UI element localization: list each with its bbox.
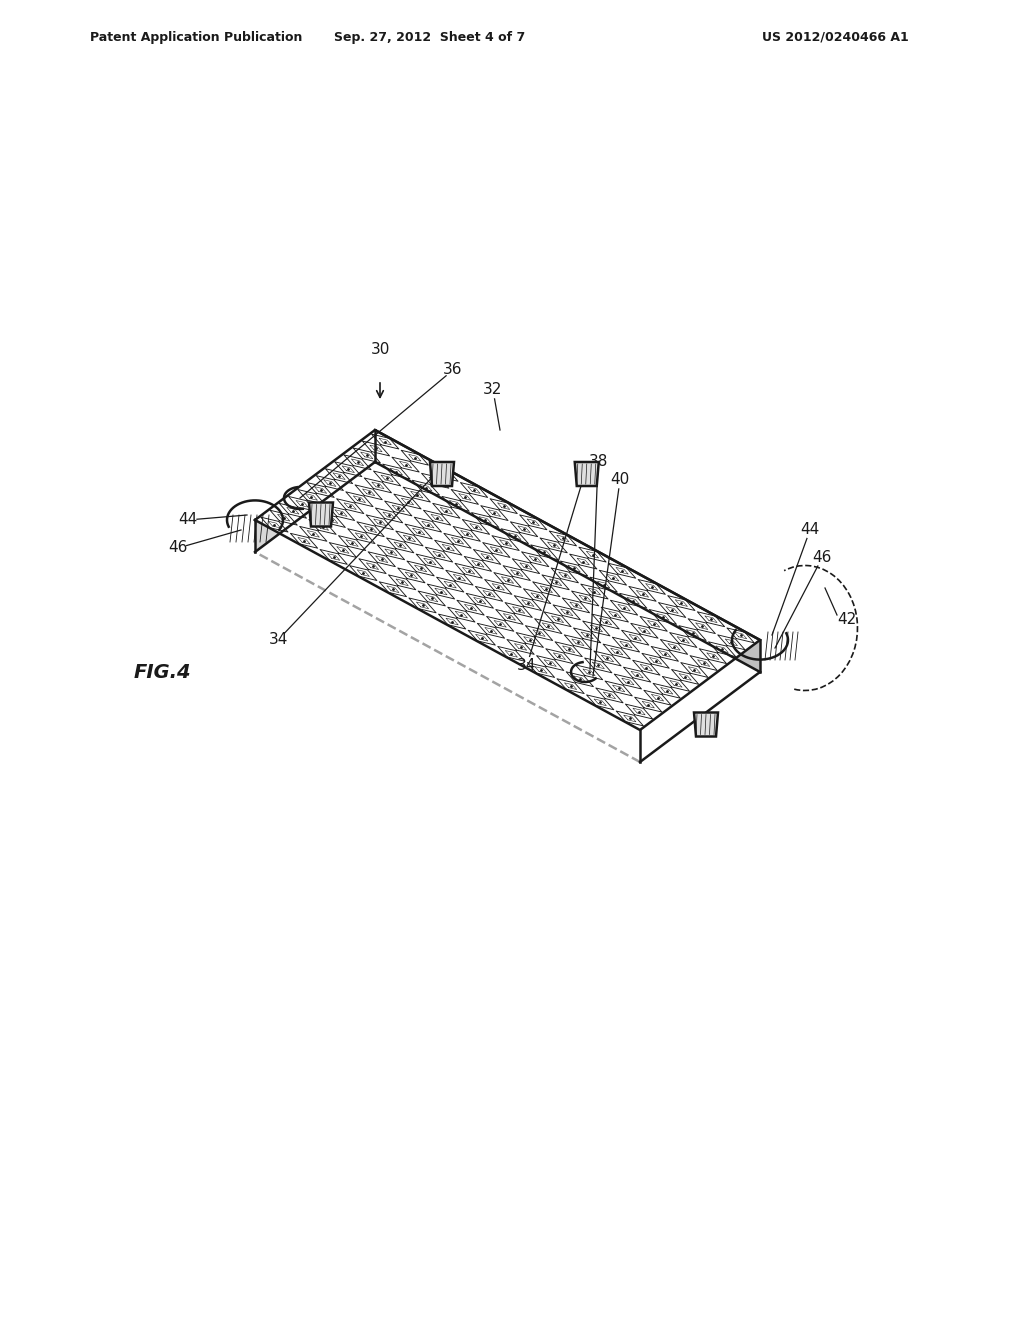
Text: 44: 44 [801,523,819,537]
Polygon shape [574,462,599,486]
Text: Patent Application Publication: Patent Application Publication [90,30,302,44]
Text: 44: 44 [178,512,198,528]
Text: 40: 40 [610,473,630,487]
Text: 32: 32 [483,383,503,397]
Polygon shape [255,430,375,552]
Polygon shape [255,430,760,730]
Text: 34: 34 [268,632,288,648]
Polygon shape [375,430,760,672]
Text: 34: 34 [517,657,537,672]
Text: 42: 42 [838,612,857,627]
Text: 46: 46 [812,550,831,565]
Text: 36: 36 [443,363,463,378]
Text: 38: 38 [589,454,607,470]
Polygon shape [309,503,333,527]
Polygon shape [694,713,718,737]
Text: Sep. 27, 2012  Sheet 4 of 7: Sep. 27, 2012 Sheet 4 of 7 [335,30,525,44]
Text: 30: 30 [371,342,390,358]
Polygon shape [430,462,454,486]
Text: FIG.4: FIG.4 [133,663,190,681]
Text: 46: 46 [168,540,187,556]
Text: US 2012/0240466 A1: US 2012/0240466 A1 [762,30,908,44]
